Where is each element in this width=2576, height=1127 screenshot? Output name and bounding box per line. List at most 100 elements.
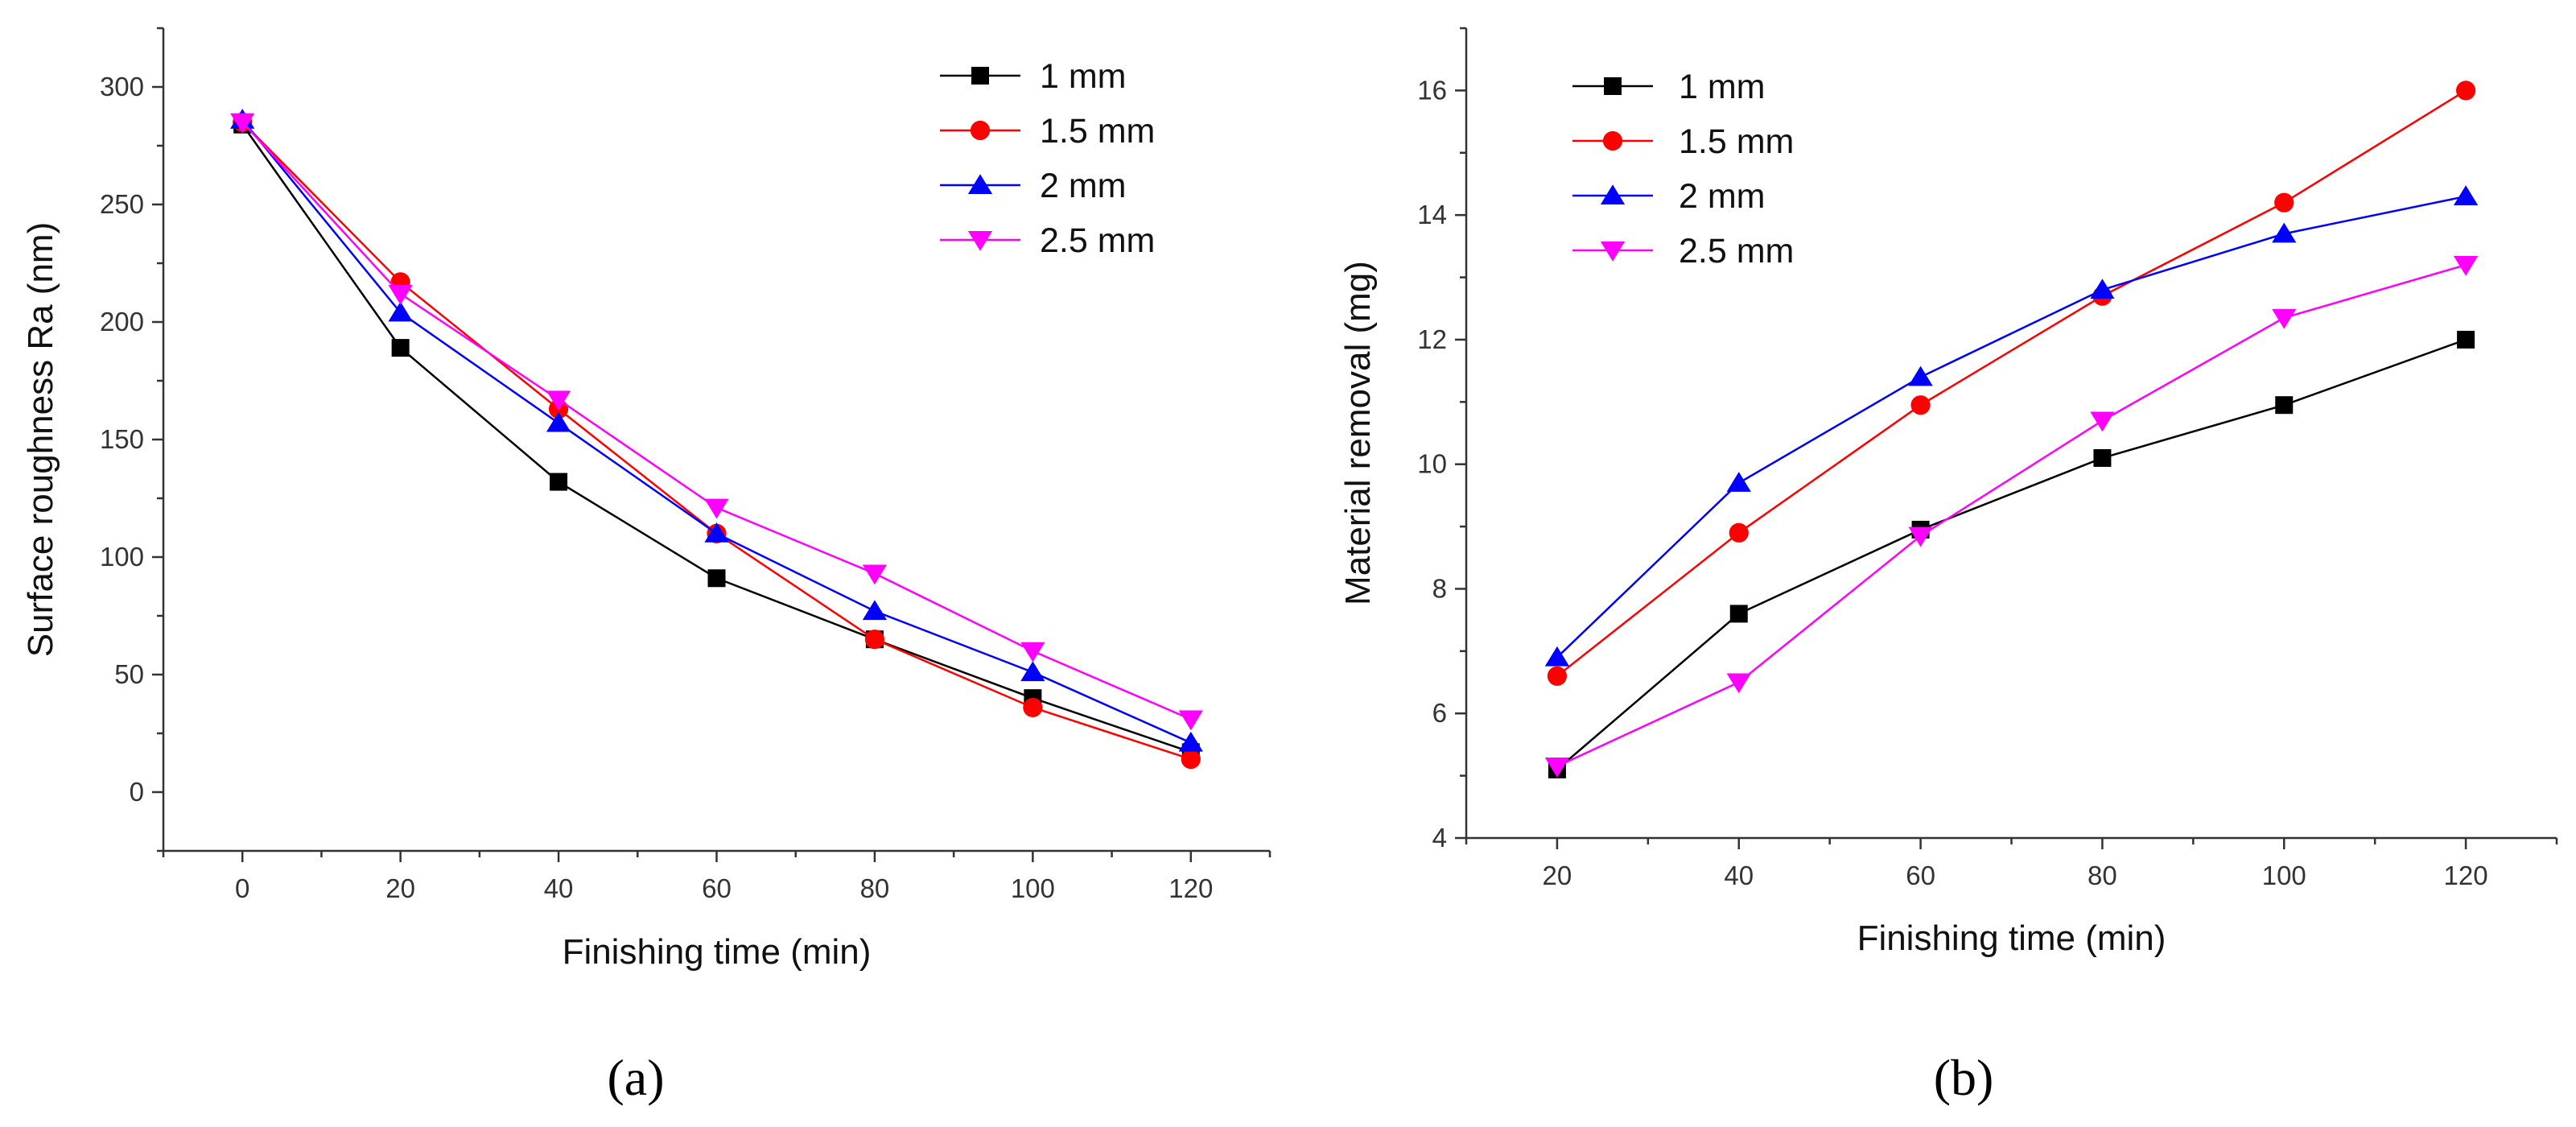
y-tick-label: 50 xyxy=(114,659,144,689)
legend-item-2_5mm: 2.5 mm xyxy=(1572,232,1794,270)
data-point-1mm xyxy=(707,569,726,588)
panel-label: (b) xyxy=(1934,1049,1994,1106)
data-point-2mm xyxy=(704,522,729,543)
series-1mm xyxy=(233,115,1200,762)
legend-item-2mm: 2 mm xyxy=(1572,177,1766,216)
data-point-2mm xyxy=(2453,185,2479,205)
series-line-2_5mm xyxy=(1556,263,2467,768)
x-tick-label: 80 xyxy=(2088,861,2117,890)
series-line-2mm xyxy=(1556,195,2467,658)
data-point-1_5mm xyxy=(1181,749,1201,770)
y-tick-label: 8 xyxy=(1432,573,1447,603)
y-tick-label: 250 xyxy=(100,189,144,219)
legend: 1 mm 1.5 mm 2 mm 2.5 mm xyxy=(940,57,1155,260)
legend-marker xyxy=(1600,184,1626,204)
legend-label: 1.5 mm xyxy=(1040,112,1155,151)
legend-item-1_5mm: 1.5 mm xyxy=(1572,122,1794,161)
series-2_5mm xyxy=(1544,256,2479,778)
series-1_5mm xyxy=(1547,80,2476,686)
legend-marker xyxy=(967,174,993,194)
legend-label: 2 mm xyxy=(1040,167,1127,205)
x-tick-label: 120 xyxy=(2444,861,2488,890)
data-point-1mm xyxy=(391,339,410,357)
legend-marker xyxy=(1604,77,1622,95)
data-point-2_5mm xyxy=(2453,256,2479,276)
series-line-2_5mm xyxy=(241,121,1192,720)
data-point-2mm xyxy=(388,301,413,322)
x-axis-title: Finishing time (min) xyxy=(1857,919,2166,958)
x-tick-label: 60 xyxy=(702,873,732,903)
data-point-1_5mm xyxy=(2274,192,2294,213)
legend-label: 1 mm xyxy=(1679,68,1766,106)
data-point-2_5mm xyxy=(1726,673,1751,694)
legend-marker xyxy=(970,120,991,141)
y-tick-label: 6 xyxy=(1432,698,1447,728)
y-tick-label: 14 xyxy=(1417,200,1447,229)
data-point-2_5mm xyxy=(1178,710,1203,731)
x-tick-label: 80 xyxy=(860,873,890,903)
data-point-2_5mm xyxy=(1020,642,1045,663)
data-point-1mm xyxy=(2275,396,2294,415)
x-axis-title: Finishing time (min) xyxy=(563,932,872,972)
legend-item-2_5mm: 2.5 mm xyxy=(940,221,1155,260)
legend-marker xyxy=(1600,242,1626,262)
data-point-2_5mm xyxy=(2272,308,2297,329)
data-point-1mm xyxy=(1729,605,1748,623)
legend-marker xyxy=(1602,130,1623,151)
x-tick-label: 20 xyxy=(385,873,415,903)
data-point-2mm xyxy=(1908,365,1933,386)
chart-a: 0 50 100 150 200 250 300 0 20 40 60 80 100 120 Finishi… xyxy=(21,27,1272,1106)
series-2mm xyxy=(1544,185,2479,667)
data-point-1_5mm xyxy=(1729,522,1749,543)
data-point-2mm xyxy=(862,600,888,621)
series-1_5mm xyxy=(233,112,1201,770)
data-point-2mm xyxy=(1726,472,1751,492)
legend-label: 1 mm xyxy=(1040,57,1127,96)
legend-item-2mm: 2 mm xyxy=(940,167,1127,205)
chart-b: 4 6 8 10 12 14 16 20 40 60 80 100 120 Finishing time … xyxy=(1338,27,2558,1106)
series-line-1_5mm xyxy=(1556,89,2467,677)
data-point-2_5mm xyxy=(388,284,413,305)
data-point-2_5mm xyxy=(862,564,888,585)
x-tick-label: 40 xyxy=(1724,861,1754,890)
data-point-2_5mm xyxy=(1908,526,1933,547)
data-point-1_5mm xyxy=(1910,395,1931,415)
x-tick-label: 0 xyxy=(235,873,249,903)
y-tick-label: 300 xyxy=(100,72,144,101)
legend-marker xyxy=(967,231,993,251)
data-point-1_5mm xyxy=(864,630,885,650)
data-point-2mm xyxy=(2090,279,2115,299)
legend-item-1mm: 1 mm xyxy=(940,57,1127,96)
y-tick-label: 150 xyxy=(100,424,144,454)
x-tick-label: 100 xyxy=(1011,873,1055,903)
y-tick-label: 4 xyxy=(1432,823,1447,852)
data-point-2mm xyxy=(546,411,571,432)
legend: 1 mm 1.5 mm 2 mm 2.5 mm xyxy=(1572,68,1794,270)
data-point-2mm xyxy=(1020,661,1045,682)
legend-label: 2 mm xyxy=(1679,177,1766,216)
data-point-2_5mm xyxy=(1544,758,1570,778)
y-axis-title: Surface roughness Ra (nm) xyxy=(21,222,60,657)
data-point-2mm xyxy=(2272,222,2297,243)
y-axis-title: Material removal (mg) xyxy=(1338,261,1378,605)
x-tick-label: 60 xyxy=(1906,861,1935,890)
y-tick-label: 12 xyxy=(1417,324,1447,354)
data-point-1mm xyxy=(2093,448,2112,467)
x-tick-label: 20 xyxy=(1543,861,1572,890)
x-tick-label: 120 xyxy=(1168,873,1213,903)
panel-label: (a) xyxy=(607,1049,664,1106)
legend-label: 2.5 mm xyxy=(1679,232,1794,270)
data-point-2_5mm xyxy=(2090,411,2115,432)
legend-item-1_5mm: 1.5 mm xyxy=(940,112,1155,151)
data-point-2mm xyxy=(1178,731,1203,752)
data-point-2_5mm xyxy=(230,113,255,134)
series-line-1mm xyxy=(1556,338,2467,770)
y-tick-label: 100 xyxy=(100,542,144,572)
series-line-1_5mm xyxy=(241,121,1192,761)
data-point-1_5mm xyxy=(1547,666,1568,686)
data-point-1mm xyxy=(550,473,568,491)
y-tick-label: 10 xyxy=(1417,449,1447,479)
y-tick-label: 16 xyxy=(1417,75,1447,105)
y-tick-label: 0 xyxy=(130,777,144,807)
